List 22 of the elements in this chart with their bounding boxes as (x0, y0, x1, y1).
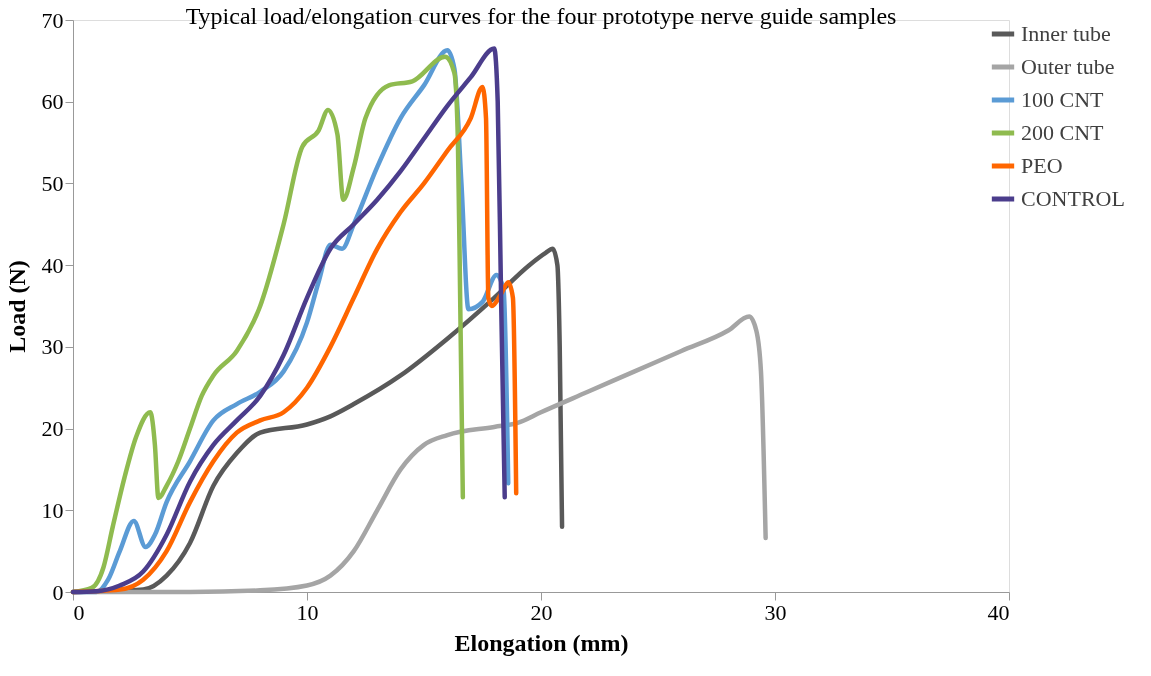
y-tick-label: 40 (41, 252, 64, 278)
x-tick-label: 0 (73, 599, 85, 625)
legend-label: CONTROL (1021, 186, 1125, 211)
y-tick-label: 70 (41, 7, 64, 33)
x-tick-label: 30 (764, 599, 787, 625)
y-axis-title: Load (N) (3, 260, 30, 353)
y-tick-label: 10 (41, 497, 64, 523)
legend-label: Outer tube (1021, 54, 1115, 79)
y-tick-label: 30 (41, 334, 64, 360)
x-tick-label: 10 (296, 599, 319, 625)
y-tick-label: 20 (41, 416, 64, 442)
y-tick-label: 0 (52, 579, 64, 605)
x-tick-label: 20 (530, 599, 553, 625)
legend-label: 200 CNT (1021, 120, 1105, 145)
chart-title: Typical load/elongation curves for the four prototype nerve guide samples (185, 3, 897, 29)
legend-label: Inner tube (1021, 21, 1111, 46)
x-axis-title: Elongation (mm) (454, 629, 629, 656)
x-tick-label: 40 (987, 599, 1010, 625)
legend-label: PEO (1021, 153, 1063, 178)
legend-label: 100 CNT (1021, 87, 1105, 112)
y-tick-label: 60 (41, 89, 64, 115)
y-tick-label: 50 (41, 170, 64, 196)
